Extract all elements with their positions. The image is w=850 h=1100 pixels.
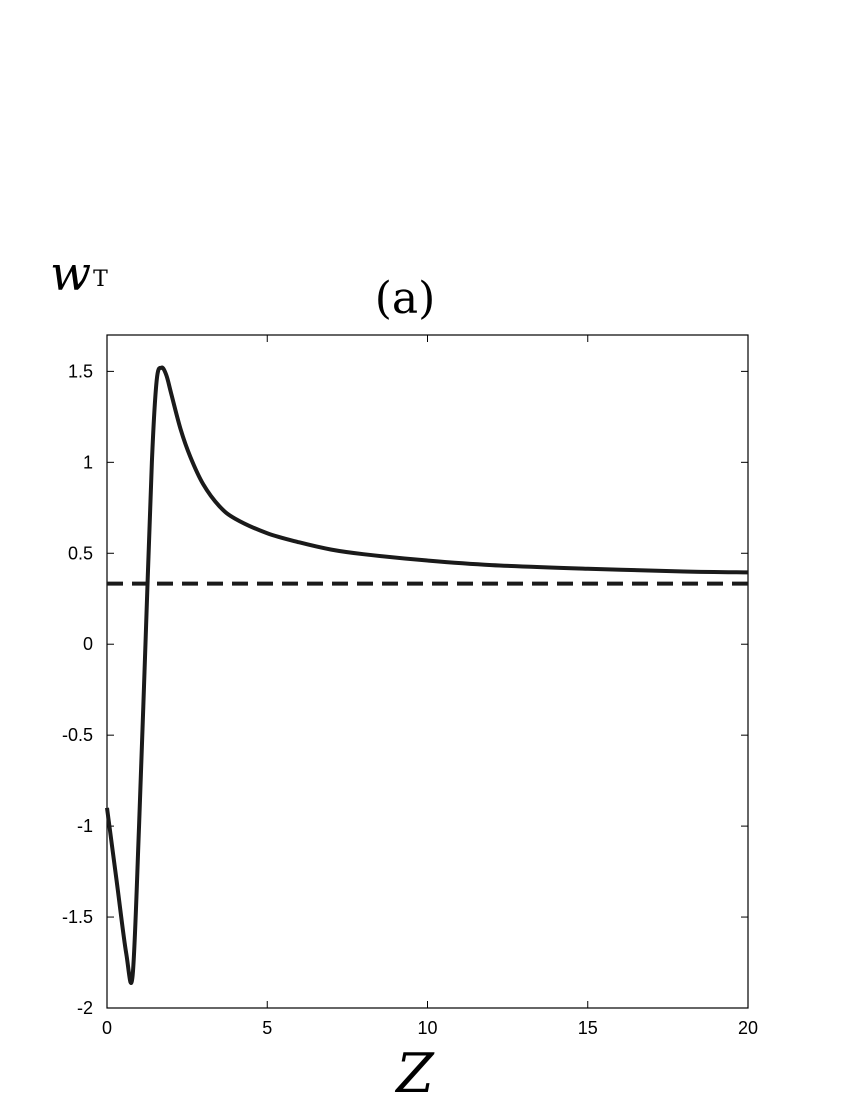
y-tick-label: -0.5 — [62, 725, 93, 745]
y-tick-label: -2 — [77, 998, 93, 1018]
chart-title: (a) — [375, 273, 436, 324]
y-axis-label-subscript: T — [93, 267, 108, 292]
y-axis-label: wT — [50, 246, 108, 302]
y-tick-label: 1.5 — [68, 361, 93, 381]
y-axis-label-main: w — [50, 246, 91, 302]
x-tick-label: 5 — [262, 1018, 272, 1038]
x-axis-label: Z — [394, 1042, 435, 1100]
x-tick-label: 15 — [578, 1018, 598, 1038]
x-tick-label: 10 — [417, 1018, 437, 1038]
y-tick-label: 1 — [83, 452, 93, 472]
y-tick-label: 0 — [83, 634, 93, 654]
x-tick-label: 0 — [102, 1018, 112, 1038]
y-tick-label: 0.5 — [68, 543, 93, 563]
plot-area: 0 5 10 15 20 -2 -1.5 -1 -0.5 0 0.5 1 1.5 — [62, 334, 758, 1038]
x-tick-label: 20 — [738, 1018, 758, 1038]
axes-frame — [106, 334, 749, 1009]
series-line-solid — [105, 365, 749, 985]
y-tick-label: -1.5 — [62, 907, 93, 927]
y-tick-label: -1 — [77, 816, 93, 836]
